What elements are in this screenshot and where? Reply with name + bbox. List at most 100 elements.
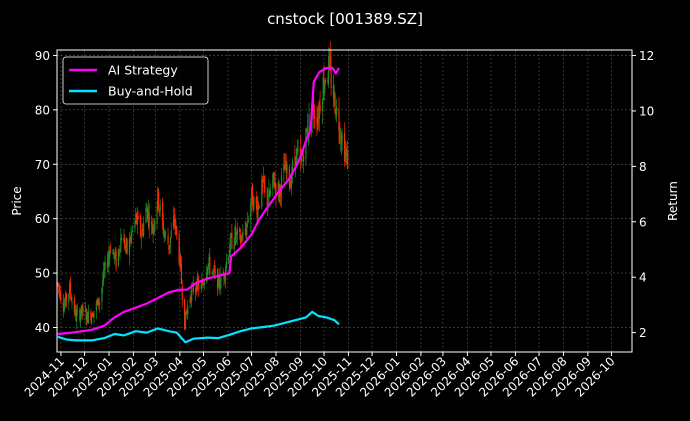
legend-label-buy-and-hold: Buy-and-Hold <box>108 84 193 99</box>
candle-body <box>176 226 178 235</box>
candle-body <box>192 283 194 292</box>
candle-body <box>143 222 145 236</box>
candle-body <box>162 221 164 235</box>
candle-body <box>231 232 233 249</box>
candle-body <box>87 312 89 323</box>
candle-body <box>269 189 272 196</box>
candle-body <box>230 235 232 237</box>
candle-body <box>70 296 72 301</box>
candle-body <box>308 114 310 135</box>
candle-body <box>165 232 167 234</box>
candle-body <box>63 306 65 313</box>
candle-body <box>172 216 175 228</box>
candle-body <box>250 203 252 221</box>
candle-body <box>220 273 222 288</box>
candle-body <box>329 57 331 67</box>
candle-body <box>206 272 208 283</box>
candle-body <box>257 203 259 219</box>
candle-body <box>294 157 296 159</box>
candle-body <box>346 151 348 156</box>
candle-body <box>224 277 226 279</box>
candle-body <box>74 308 76 313</box>
candle-body <box>233 243 235 250</box>
candle-body <box>272 174 274 189</box>
candle-body <box>80 314 82 322</box>
candle-body <box>345 152 347 154</box>
candle-body <box>169 245 171 249</box>
candle-body <box>316 117 318 125</box>
candle-body <box>57 283 59 285</box>
candle-body <box>328 58 331 59</box>
candle-body <box>142 229 144 234</box>
candle-body <box>251 184 253 206</box>
candle-body <box>189 297 191 303</box>
candle-body <box>347 150 349 170</box>
candle-body <box>109 250 112 253</box>
candle-body <box>69 282 71 295</box>
candle-body <box>184 298 186 329</box>
candle-body <box>297 149 299 152</box>
candle-body <box>284 165 286 170</box>
candle-body <box>178 235 180 264</box>
candle-body <box>198 282 200 291</box>
candlesticks <box>57 41 349 331</box>
candle-body <box>126 239 128 253</box>
candle-body <box>229 236 231 252</box>
candle-body <box>132 228 134 230</box>
candle-body <box>85 313 87 320</box>
candle-body <box>115 250 117 268</box>
candle-body <box>318 104 320 120</box>
candle-body <box>258 205 260 207</box>
legend-label-ai-strategy: AI Strategy <box>108 63 178 78</box>
candle-body <box>235 227 237 238</box>
candle-body <box>283 164 285 173</box>
candle-body <box>206 267 209 276</box>
candle-body <box>98 299 100 305</box>
candle-body <box>179 254 181 267</box>
candle-body <box>195 284 198 293</box>
candle-body <box>185 313 187 314</box>
y-right-tick-label: 2 <box>639 326 647 340</box>
candle-body <box>256 205 258 217</box>
candle-body <box>87 311 90 323</box>
y-right-tick-label: 8 <box>639 160 647 174</box>
candle-body <box>86 310 88 319</box>
candle-body <box>327 77 329 85</box>
candle-body <box>140 237 142 239</box>
candle-body <box>102 270 105 283</box>
candle-body <box>306 127 309 135</box>
candle-body <box>148 212 150 227</box>
candle-body <box>280 187 282 196</box>
candle-body <box>317 118 319 128</box>
candle-body <box>168 245 170 250</box>
candle-body <box>203 281 205 286</box>
candle-body <box>269 191 271 196</box>
y-left-tick-label: 70 <box>35 158 50 172</box>
candle-body <box>275 184 277 195</box>
candle-body <box>135 213 137 219</box>
candle-body <box>277 183 279 193</box>
candle-body <box>137 215 139 219</box>
candle-body <box>161 202 164 222</box>
y-left-tick-label: 90 <box>35 49 50 63</box>
candle-body <box>288 166 290 186</box>
candle-body <box>302 156 305 162</box>
y-right-tick-label: 10 <box>639 104 654 118</box>
candle-body <box>180 263 183 284</box>
candle-body <box>339 137 342 139</box>
candle-body <box>151 224 153 234</box>
candle-body <box>68 294 70 303</box>
candle-body <box>113 254 116 258</box>
candle-body <box>340 137 342 144</box>
candle-body <box>112 252 114 255</box>
candle-body <box>214 271 216 273</box>
candle-body <box>295 148 298 167</box>
candle-body <box>247 221 249 223</box>
candle-body <box>167 235 169 245</box>
candle-body <box>213 268 215 270</box>
candle-body <box>322 76 324 101</box>
candle-body <box>156 206 158 224</box>
candle-body <box>266 188 268 206</box>
candle-body <box>263 176 265 188</box>
